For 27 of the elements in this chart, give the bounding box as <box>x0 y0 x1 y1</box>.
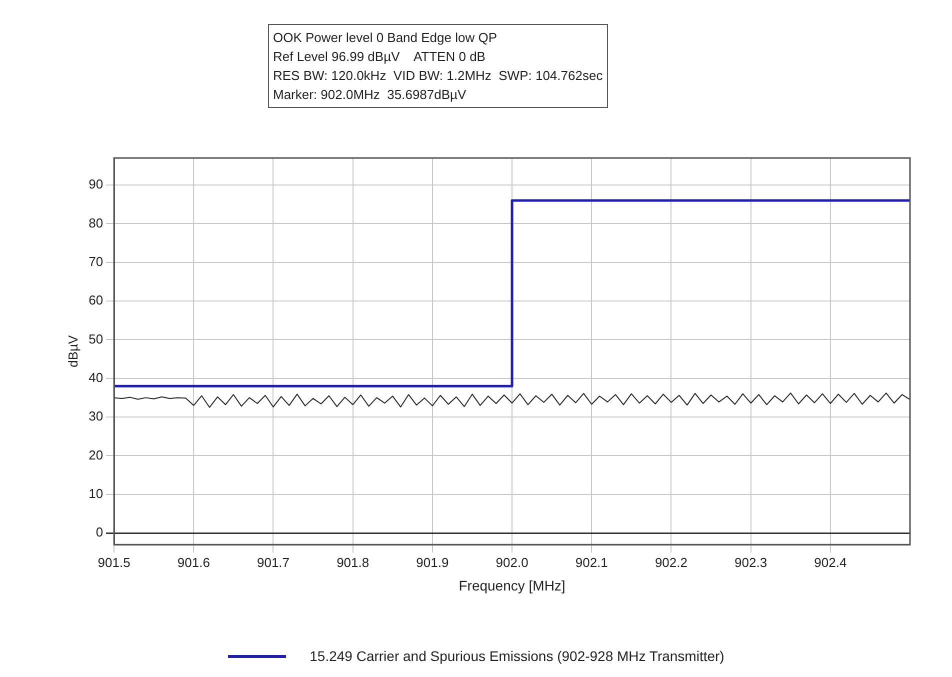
legend-label: 15.249 Carrier and Spurious Emissions (902-928 MHz Transmitter) <box>310 648 724 664</box>
x-tick-label: 901.7 <box>256 554 290 570</box>
x-axis-title: Frequency [MHz] <box>458 577 566 594</box>
y-tick-label: 0 <box>96 524 104 540</box>
x-tick-label: 902.0 <box>496 554 528 570</box>
x-tick-label: 901.6 <box>177 554 210 570</box>
chart-title: OOK Power level 0 Band Edge low QP <box>273 29 498 47</box>
y-tick-label: 70 <box>88 254 104 269</box>
text: Marker: 902.0MHz 35.6987dBµV <box>273 86 468 104</box>
x-tick-label: 902.3 <box>734 554 768 570</box>
y-tick-label: 60 <box>88 292 104 308</box>
x-tick-label: 902.1 <box>575 554 608 570</box>
y-tick-label: 80 <box>88 215 104 230</box>
y-tick-label: 40 <box>88 370 104 385</box>
x-tick-label: 901.9 <box>416 554 449 570</box>
y-tick-label: 30 <box>88 408 104 424</box>
y-tick-label: 20 <box>88 447 104 462</box>
x-tick-label: 901.5 <box>98 554 130 570</box>
y-axis-title: dBµV <box>65 334 80 368</box>
text: RES BW: 120.0kHz VID BW: 1.2MHz SWP: 104.762sec <box>273 67 603 85</box>
y-tick-label: 10 <box>88 486 104 501</box>
text: Ref Level 96.99 dBµV ATTEN 0 dB <box>273 48 486 66</box>
x-tick-label: 901.8 <box>336 554 370 570</box>
y-tick-label: 50 <box>88 331 104 346</box>
y-tick-label: 90 <box>88 176 104 192</box>
x-tick-label: 902.4 <box>814 554 847 570</box>
x-tick-label: 902.2 <box>654 554 688 570</box>
